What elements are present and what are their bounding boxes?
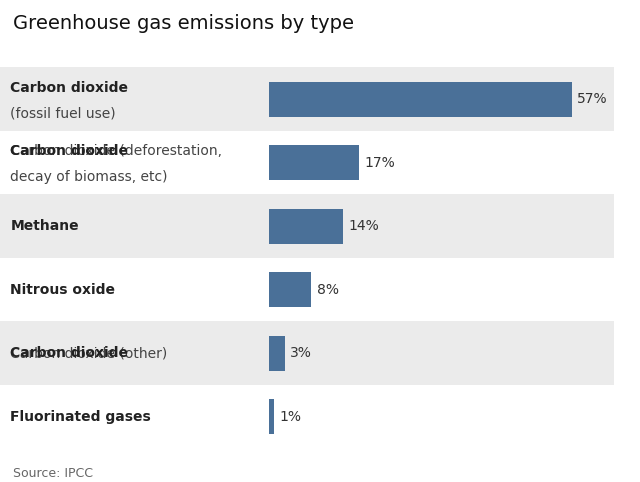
Text: Nitrous oxide: Nitrous oxide bbox=[10, 282, 115, 296]
Bar bbox=[262, 385, 269, 448]
Bar bbox=[0, 258, 262, 321]
Bar bbox=[269, 385, 614, 448]
Text: 57%: 57% bbox=[577, 92, 608, 106]
Bar bbox=[0, 385, 262, 448]
Text: Methane: Methane bbox=[10, 219, 79, 233]
Bar bbox=[0, 321, 262, 385]
Text: Carbon dioxide (other): Carbon dioxide (other) bbox=[10, 346, 168, 360]
Bar bbox=[269, 82, 572, 117]
Text: Carbon dioxide: Carbon dioxide bbox=[10, 144, 129, 158]
Text: decay of biomass, etc): decay of biomass, etc) bbox=[10, 170, 168, 184]
Bar bbox=[269, 131, 614, 194]
Text: Source: IPCC: Source: IPCC bbox=[13, 467, 93, 480]
Bar bbox=[269, 67, 614, 131]
Text: 17%: 17% bbox=[365, 156, 396, 170]
Text: (fossil fuel use): (fossil fuel use) bbox=[10, 106, 116, 120]
Text: 1%: 1% bbox=[280, 410, 301, 424]
Bar bbox=[0, 131, 262, 194]
Text: 14%: 14% bbox=[349, 219, 380, 233]
Text: Carbon dioxide: Carbon dioxide bbox=[10, 346, 129, 360]
Bar bbox=[269, 194, 614, 258]
Text: 8%: 8% bbox=[317, 282, 339, 296]
Text: 3%: 3% bbox=[290, 346, 312, 360]
Bar bbox=[269, 335, 285, 371]
Text: Carbon dioxide (deforestation,: Carbon dioxide (deforestation, bbox=[10, 144, 223, 158]
Bar bbox=[262, 321, 269, 385]
Text: Fluorinated gases: Fluorinated gases bbox=[10, 410, 151, 424]
Bar bbox=[262, 131, 269, 194]
Text: Carbon dioxide: Carbon dioxide bbox=[10, 81, 129, 95]
Bar bbox=[0, 67, 262, 131]
Bar bbox=[269, 321, 614, 385]
Bar bbox=[262, 258, 269, 321]
Bar bbox=[262, 67, 269, 131]
Bar bbox=[269, 272, 311, 307]
Text: Greenhouse gas emissions by type: Greenhouse gas emissions by type bbox=[13, 14, 354, 33]
Bar bbox=[269, 399, 274, 434]
Bar bbox=[269, 209, 343, 243]
Bar bbox=[262, 194, 269, 258]
Bar bbox=[269, 258, 614, 321]
Bar bbox=[269, 145, 359, 180]
Bar bbox=[0, 194, 262, 258]
